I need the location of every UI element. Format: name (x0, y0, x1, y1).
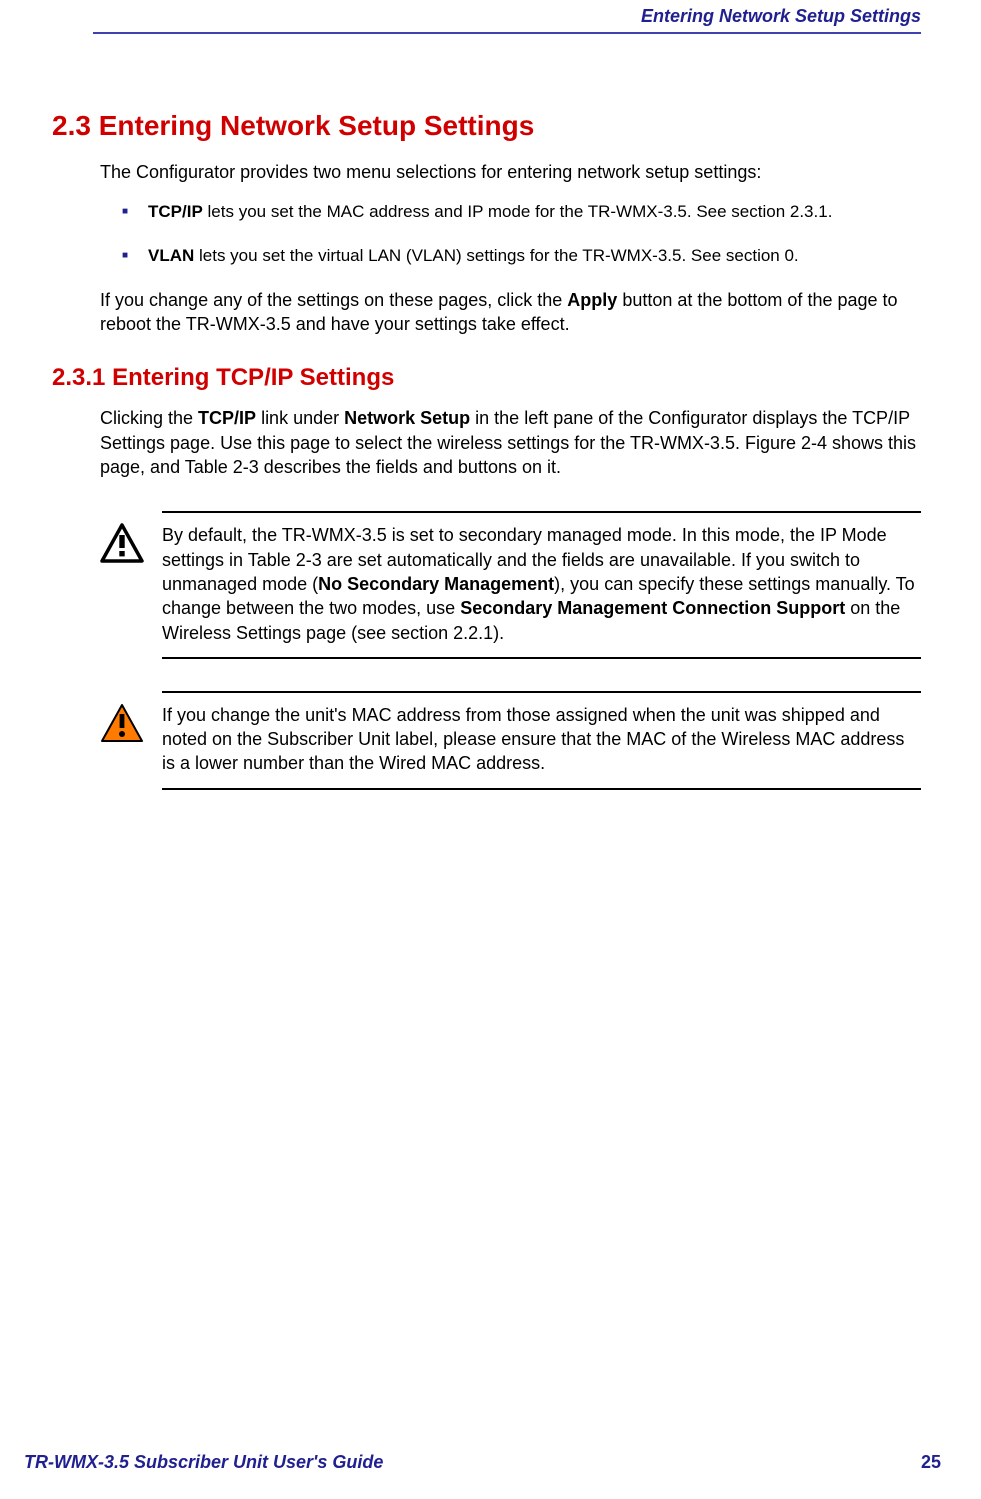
page-content: 2.3 Entering Network Setup Settings The … (52, 110, 921, 790)
text-run-bold: TCP/IP (198, 408, 256, 428)
text-run: link under (256, 408, 344, 428)
note-text: If you change the unit's MAC address fro… (162, 703, 921, 776)
bullet-text: lets you set the MAC address and IP mode… (203, 202, 833, 221)
bullet-text: lets you set the virtual LAN (VLAN) sett… (194, 246, 798, 265)
page-header: Entering Network Setup Settings (93, 0, 921, 34)
bullet-list: TCP/IP lets you set the MAC address and … (122, 200, 921, 268)
section-number: 2.3 (52, 110, 91, 141)
note-row: By default, the TR-WMX-3.5 is set to sec… (100, 513, 921, 656)
footer-page-number: 25 (921, 1452, 941, 1473)
closing-bold: Apply (567, 290, 617, 310)
section-heading: 2.3 Entering Network Setup Settings (52, 110, 921, 142)
text-run-bold: Secondary Management Connection Support (460, 598, 845, 618)
text-run-bold: Network Setup (344, 408, 470, 428)
footer-doc-title: TR-WMX-3.5 Subscriber Unit User's Guide (24, 1452, 383, 1473)
running-header-title: Entering Network Setup Settings (641, 6, 921, 27)
bullet-bold: TCP/IP (148, 202, 203, 221)
note-rule (162, 788, 921, 790)
section-title: Entering Network Setup Settings (99, 110, 535, 141)
caution-note: By default, the TR-WMX-3.5 is set to sec… (100, 511, 921, 658)
subsection-title: Entering TCP/IP Settings (112, 364, 394, 391)
section-body: The Configurator provides two menu selec… (100, 160, 921, 336)
bullet-bold: VLAN (148, 246, 194, 265)
page-footer: TR-WMX-3.5 Subscriber Unit User's Guide … (24, 1452, 941, 1473)
note-text: By default, the TR-WMX-3.5 is set to sec… (162, 523, 921, 644)
warning-icon (100, 703, 162, 743)
list-item: VLAN lets you set the virtual LAN (VLAN)… (122, 244, 921, 268)
list-item: TCP/IP lets you set the MAC address and … (122, 200, 921, 224)
text-run-bold: No Secondary Management (318, 574, 554, 594)
closing-pre: If you change any of the settings on the… (100, 290, 567, 310)
subsection-body: Clicking the TCP/IP link under Network S… (100, 406, 921, 479)
note-row: If you change the unit's MAC address fro… (100, 693, 921, 788)
subsection-heading: 2.3.1 Entering TCP/IP Settings (52, 364, 921, 392)
note-rule (162, 657, 921, 659)
text-run: Clicking the (100, 408, 198, 428)
subsection-para: Clicking the TCP/IP link under Network S… (100, 406, 921, 479)
warning-note: If you change the unit's MAC address fro… (100, 691, 921, 790)
section-intro: The Configurator provides two menu selec… (100, 160, 921, 184)
section-closing: If you change any of the settings on the… (100, 288, 921, 337)
subsection-number: 2.3.1 (52, 364, 105, 391)
caution-icon (100, 523, 162, 563)
page: Entering Network Setup Settings 2.3 Ente… (0, 0, 981, 1499)
